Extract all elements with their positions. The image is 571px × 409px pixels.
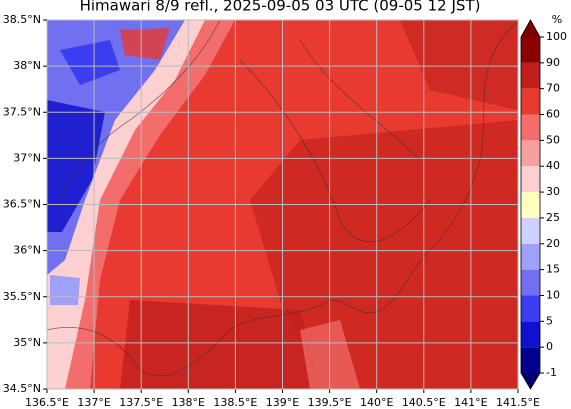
colorbar-segment xyxy=(521,140,540,167)
colorbar-over xyxy=(521,20,540,37)
colorbar-segment xyxy=(521,217,540,244)
y-tick-label: 36°N xyxy=(13,244,41,257)
x-tick-label: 137.5°E xyxy=(119,396,163,409)
x-tick-label: 136.5°E xyxy=(25,396,69,409)
cloud-area xyxy=(120,28,170,60)
x-tick-label: 138.5°E xyxy=(213,396,257,409)
colorbar-tick-label: 90 xyxy=(546,56,560,69)
y-tick-label: 35°N xyxy=(13,336,41,349)
y-tick-label: 35.5°N xyxy=(3,290,41,303)
x-tick-label: 141°E xyxy=(454,396,487,409)
border-line xyxy=(59,20,431,242)
colorbar-tick-label: 5 xyxy=(546,314,553,327)
cloud-area xyxy=(47,100,105,232)
colorbar-segment xyxy=(521,347,540,373)
y-tick-label: 36.5°N xyxy=(3,198,41,211)
colorbar-tick-label: 100 xyxy=(546,30,567,43)
colorbar-tick-label: 20 xyxy=(546,237,560,250)
y-tick-label: 38.5°N xyxy=(3,13,41,26)
colorbar-segment xyxy=(521,243,540,270)
colorbar-tick-label: 40 xyxy=(546,159,560,172)
y-tick-label: 38°N xyxy=(13,59,41,72)
colorbar-under xyxy=(521,373,540,389)
y-tick-label: 37.5°N xyxy=(3,105,41,118)
cloud-area xyxy=(400,20,518,110)
chart-title: Himawari 8/9 refl., 2025-09-05 03 UTC (0… xyxy=(80,0,481,15)
colorbar-segment xyxy=(521,37,540,63)
colorbar-segment xyxy=(521,269,540,296)
colorbar-tick-label: 25 xyxy=(546,211,560,224)
cloud-area xyxy=(250,120,518,389)
cloud-area xyxy=(60,40,120,85)
y-tick-label: 37°N xyxy=(13,151,41,164)
cloud-area xyxy=(50,275,80,305)
colorbar-tick-label: 30 xyxy=(546,185,560,198)
x-tick-label: 138°E xyxy=(172,396,205,409)
x-tick-label: 140°E xyxy=(360,396,393,409)
colorbar-segment xyxy=(521,166,540,193)
colorbar-segment xyxy=(521,88,540,115)
colorbar-tick-label: 15 xyxy=(546,263,560,276)
colorbar-tick-label: -1 xyxy=(546,366,557,379)
cloud-area xyxy=(120,300,320,389)
x-tick-label: 139°E xyxy=(266,396,299,409)
colorbar-tick-label: 60 xyxy=(546,108,560,121)
y-tick-label: 34.5°N xyxy=(3,382,41,395)
colorbar-segment xyxy=(521,62,540,89)
x-tick-label: 139.5°E xyxy=(308,396,352,409)
colorbar-tick-label: 0 xyxy=(546,340,553,353)
colorbar-tick-label: 70 xyxy=(546,82,560,95)
colorbar-segment xyxy=(521,114,540,141)
x-tick-label: 141.5°E xyxy=(496,396,540,409)
colorbar-segment xyxy=(521,192,540,218)
colorbar-unit: % xyxy=(552,13,562,26)
colorbar-segment xyxy=(521,321,540,348)
coastline xyxy=(47,21,518,377)
colorbar-tick-label: 50 xyxy=(546,133,560,146)
x-tick-label: 140.5°E xyxy=(402,396,446,409)
colorbar-segment xyxy=(521,295,540,322)
x-tick-label: 137°E xyxy=(77,396,110,409)
colorbar-tick-label: 10 xyxy=(546,288,560,301)
